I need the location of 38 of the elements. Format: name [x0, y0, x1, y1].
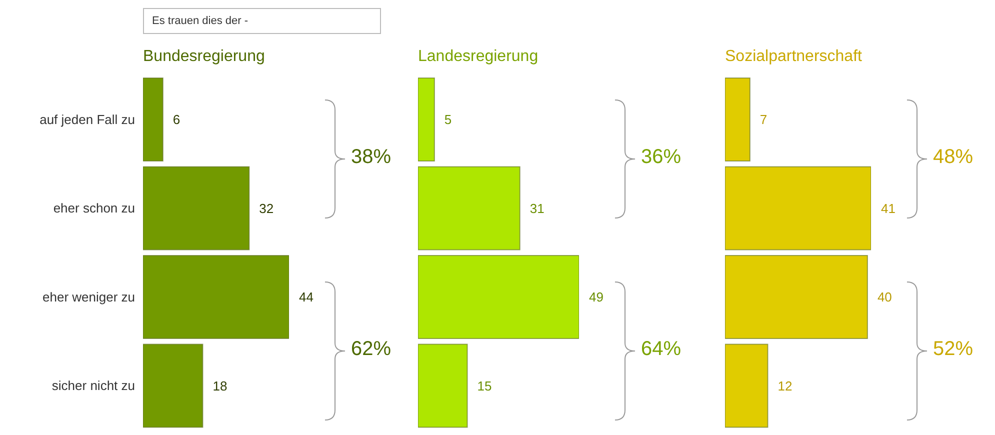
- y-tick-label: eher weniger zu: [42, 289, 135, 304]
- text: 64%: [641, 338, 682, 361]
- data-label: 12: [778, 378, 792, 394]
- text: 48%: [933, 146, 974, 169]
- chart-subtitle: Es trauen dies der -: [143, 8, 381, 34]
- bar: [143, 344, 204, 428]
- data-label: 40: [877, 290, 892, 305]
- y-tick-label: auf jeden Fall zu: [40, 112, 135, 127]
- data-label: 7: [760, 112, 768, 128]
- bar: [418, 78, 435, 162]
- text: 38%: [351, 146, 392, 169]
- bar: [143, 255, 289, 339]
- data-label: 18: [212, 378, 228, 394]
- text: 52%: [933, 338, 974, 361]
- chart-title: Sozialpartnerschaft: [725, 48, 862, 66]
- data-label: 15: [477, 378, 492, 394]
- chart-title: Bundesregierung: [143, 48, 265, 66]
- bar: [418, 344, 468, 428]
- data-label: 6: [172, 112, 180, 128]
- text: 36%: [641, 146, 682, 169]
- y-tick-label: eher schon zu: [53, 200, 135, 216]
- data-label: 44: [299, 290, 314, 305]
- data-label: 5: [444, 112, 452, 128]
- bar: [725, 166, 871, 250]
- chart-title: Landesregierung: [418, 48, 538, 66]
- bar: [725, 78, 750, 162]
- y-tick-label: sicher nicht zu: [52, 378, 135, 394]
- bar: [418, 255, 579, 339]
- data-label: 32: [259, 200, 274, 216]
- bar: [725, 344, 768, 428]
- text: 62%: [351, 338, 392, 361]
- data-label: 49: [589, 290, 604, 305]
- bar: [418, 166, 520, 250]
- data-label: 41: [881, 200, 896, 216]
- data-label: 31: [530, 200, 544, 216]
- bar: [725, 255, 868, 339]
- bar: [143, 78, 164, 162]
- bar: [143, 166, 250, 250]
